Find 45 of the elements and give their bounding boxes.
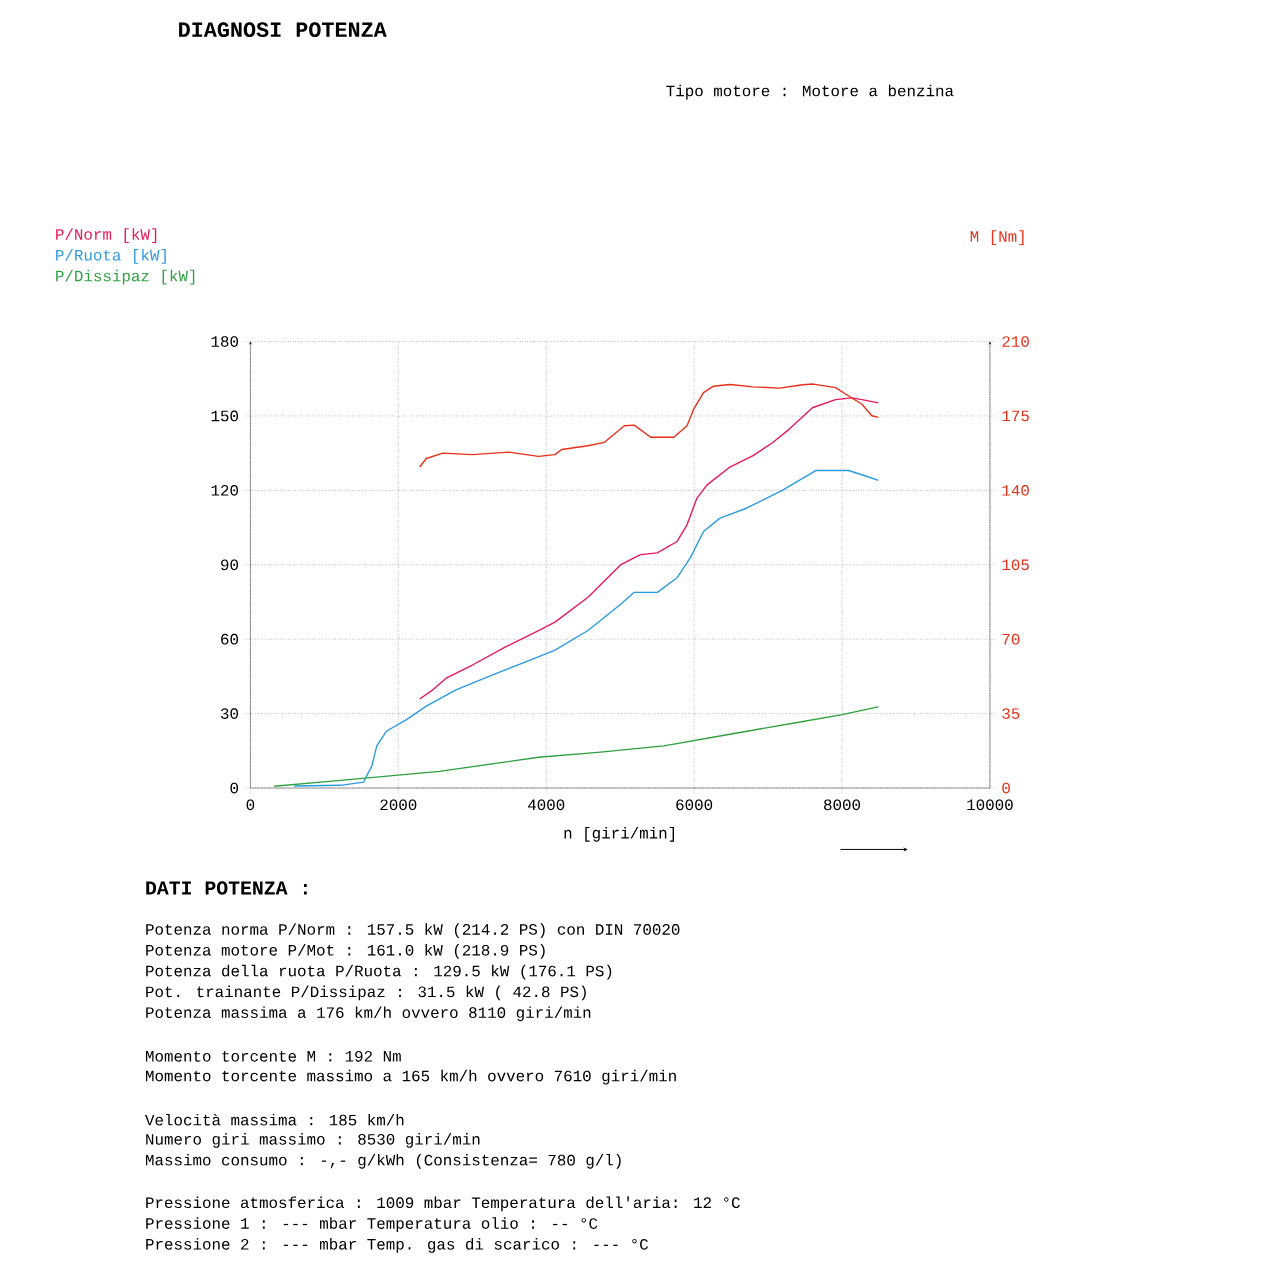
text: Velocità massima : 185 km/h [145, 1113, 404, 1126]
y2-tick-label: 35 [1002, 708, 1020, 719]
y-tick-label: 0 [230, 782, 239, 794]
y-tick-label: 150 [211, 410, 238, 422]
text: Potenza motore P/Mot : 161.0 kW (218.9 PS) [146, 943, 545, 959]
text: DATI POTENZA : [146, 881, 307, 895]
y-tick-label: 60 [221, 633, 239, 645]
y-tick-label: 120 [211, 484, 238, 496]
text: Numero giri massimo : 8530 giri/min [146, 1133, 480, 1148]
text: Potenza della ruota P/Ruota : 129.5 kW (176.1 PS) [146, 964, 612, 980]
y-tick-label: 30 [220, 708, 239, 719]
text: M [Nm] [970, 230, 1024, 245]
text: Potenza massima a 176 km/h ovvero 8110 giri/min [146, 1006, 591, 1022]
text: Potenza norma P/Norm : 157.5 kW (214.2 PS) con DIN 70020 [146, 923, 680, 938]
y2-tick-label: 140 [1002, 484, 1029, 496]
y-tick-label: 180 [211, 336, 238, 347]
text: Pressione atmosferica : 1009 mbar Temperatura dell'aria: 12 °C [146, 1196, 740, 1212]
text: Massimo consumo : -,- g/kWh (Consistenza= 780 g/l) [145, 1153, 621, 1169]
x-tick-label: 0 [246, 799, 255, 811]
y2-tick-label: 210 [1002, 336, 1029, 347]
x-tick-label: 2000 [380, 799, 417, 811]
text: Momento torcente massimo a 165 km/h ovvero 7610 giri/min [145, 1069, 676, 1085]
y2-tick-label: 0 [1002, 782, 1010, 794]
x-tick-label: 6000 [676, 799, 713, 811]
x-tick-label: 10000 [967, 799, 1013, 811]
text: P/Ruota [kW] [56, 248, 166, 264]
line-series [273, 706, 880, 787]
y2-tick-label: 105 [1002, 559, 1029, 571]
text: Pressione 2 : --- mbar Temp. gas di scarico : --- °C [146, 1237, 649, 1253]
line-series [418, 397, 880, 700]
x-tick-label: 8000 [824, 799, 861, 811]
line-series [418, 383, 880, 468]
text: Momento torcente M : 192 Nm [145, 1050, 401, 1062]
y2-tick-label: 175 [1002, 410, 1029, 422]
text: Pot. trainante P/Dissipaz : 31.5 kW ( 42.8 PS) [146, 985, 586, 1001]
text: P/Norm [kW] [56, 228, 157, 243]
text: P/Dissipaz [kW] [56, 269, 195, 285]
x-axis-title: n [giri/min] [564, 826, 674, 842]
chart-title: DIAGNOSI POTENZA [179, 22, 387, 37]
y-tick-label: 90 [221, 559, 239, 571]
y2-tick-label: 70 [1002, 633, 1020, 645]
text: Pressione 1 : --- mbar Temperatura olio : -- °C [146, 1217, 598, 1232]
x-tick-label: 4000 [528, 799, 565, 811]
text: Tipo motore : Motore a benzina [666, 84, 954, 100]
line-series [293, 469, 880, 787]
